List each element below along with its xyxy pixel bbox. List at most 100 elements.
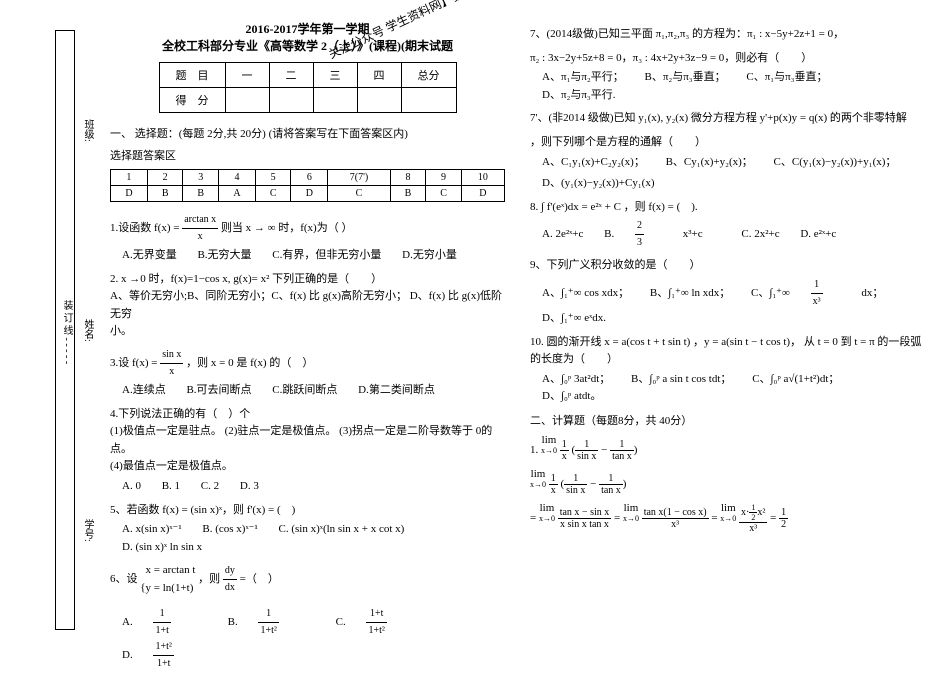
n: 1: [599, 473, 623, 485]
cell: 6: [291, 170, 328, 186]
opt: B. (cos x)ˣ⁻¹: [202, 521, 257, 539]
label: C.: [336, 614, 346, 632]
q9-text: 9、下列广义积分收敛的是（ ）: [530, 257, 925, 275]
tail: dx；: [861, 285, 883, 303]
cell: [313, 88, 357, 113]
q1-text: 1.设函数 f(x) =: [110, 222, 179, 234]
cell: 三: [313, 63, 357, 88]
question-8: 8. ∫ f'(eˣ)dx = e²ˣ + C ，则 f(x) = ( ). A…: [530, 199, 925, 252]
q10-text: 10. 圆的渐开线 x = a(cos t + t sin t) ，y = a(…: [530, 334, 925, 352]
opt: D. 3: [240, 478, 259, 496]
opt: B、Cy₁(x)+y₂(x)；: [666, 154, 753, 172]
opt: A. 0: [122, 478, 141, 496]
cell: C: [255, 186, 291, 202]
cell: B: [390, 186, 426, 202]
n: 1: [258, 606, 278, 623]
d: sin x: [564, 485, 587, 496]
lim-text: lim: [542, 434, 557, 446]
q8-opts: A. 2e²ˣ+c B. 23 x³+c C. 2x²+c D. e²ˣ+c: [542, 218, 925, 251]
opt-d: D. 1+t²1+t: [122, 639, 210, 672]
cell: 得 分: [159, 88, 225, 113]
opt: D、∫₁⁺∞ eˣdx.: [542, 310, 606, 328]
score-row-header: 题 目 一 二 三 四 总分: [159, 63, 456, 88]
cell: 一: [225, 63, 269, 88]
eq: =: [614, 512, 620, 524]
n: tan x − sin x: [558, 507, 612, 519]
eq: =: [711, 512, 717, 524]
opt: A、∫₁⁺∞ cos xdx；: [542, 285, 629, 303]
opt: B.无穷大量: [197, 247, 251, 265]
q1-frac: arctan x x: [182, 212, 218, 245]
cell: 2: [147, 170, 183, 186]
lim-sub: x→0: [623, 514, 639, 523]
section1-title: 一、 选择题：(每题 2分,共 20分) (请将答案写在下面答案区内): [110, 125, 505, 141]
n: tan x(1 − cos x): [642, 507, 709, 519]
cell: [357, 88, 401, 113]
cell: 7(7'): [328, 170, 390, 186]
opt: D. (sin x)ˣ ln sin x: [122, 539, 202, 557]
q7-text: 7、(2014级做)已知三平面 π₁,π₂,π₃ 的方程为：π₁ : x−5y+…: [530, 26, 925, 44]
side-labels: 班级: 姓名: 学号:: [80, 30, 95, 630]
eq: =: [530, 512, 536, 524]
d: sin x: [575, 451, 598, 462]
page-right: 7、(2014级做)已知三平面 π₁,π₂,π₃ 的方程为：π₁ : x−5y+…: [530, 20, 925, 540]
opt: B.可去间断点: [186, 382, 251, 400]
q7-opts: A、π₁与π₂平行； B、π₂与π₃垂直； C、π₁与π₃垂直； D、π₂与π₃…: [542, 69, 925, 104]
opt: B、π₂与π₃垂直；: [644, 69, 725, 87]
q1-opts: A.无界变量 B.无穷大量 C.有界，但非无穷小量 D.无穷小量: [122, 247, 505, 265]
q6-dydx: dy dx: [223, 563, 237, 596]
q6-opts: A. 11+t B. 11+t² C. 1+t1+t² D. 1+t²1+t: [122, 606, 505, 672]
cell: 四: [357, 63, 401, 88]
frac-d: x: [160, 364, 183, 380]
cell: [225, 88, 269, 113]
opt-b: B. 11+t²: [228, 606, 315, 639]
d: tan x: [599, 485, 623, 496]
cell: A: [219, 186, 256, 202]
lim-text: lim: [531, 468, 546, 480]
q3-text: 3.设 f(x) =: [110, 357, 157, 369]
label-name: 姓名:: [80, 319, 95, 342]
q4-opts: A. 0 B. 1 C. 2 D. 3: [122, 478, 505, 496]
d: tan x: [610, 451, 634, 462]
tail: x²: [757, 507, 765, 518]
cell: 5: [255, 170, 291, 186]
question-5: 5、若函数 f(x) = (sin x)ˣ，则 f'(x) = ( ) A. x…: [110, 502, 505, 557]
lim: lim x→0: [530, 468, 546, 489]
cell: D: [111, 186, 148, 202]
cell: 4: [219, 170, 256, 186]
lim: lim x→0: [539, 502, 555, 523]
q7p-opts: A、C₁y₁(x)+C₂y₂(x)； B、Cy₁(x)+y₂(x)； C、C(y…: [542, 154, 925, 172]
q1-tail: 则当 x → ∞ 时，f(x)为（ ）: [221, 222, 353, 234]
q7p-optd: D、(y₁(x)−y₂(x))+Cy₁(x): [542, 175, 925, 193]
cell: B: [147, 186, 183, 202]
q6-text: 6、设: [110, 573, 138, 585]
cell: C: [426, 186, 462, 202]
opt-c: C. 1+t1+t²: [336, 606, 423, 639]
binding-line: 装 订 线 - - - - -: [55, 30, 75, 630]
label-id: 学号:: [80, 519, 95, 542]
cell: [401, 88, 456, 113]
d: 1+t²: [366, 623, 386, 639]
label: C、∫₁⁺∞: [751, 285, 790, 303]
cell: 二: [269, 63, 313, 88]
question-3: 3.设 f(x) = sin x x ，则 x = 0 是 f(x) 的（ ） …: [110, 347, 505, 400]
binding-text: 装 订 线 - - - - -: [61, 300, 72, 364]
question-6: 6、设 { x = arctan t y = ln(1+t) ，则 dy dx …: [110, 562, 505, 671]
cell: [269, 88, 313, 113]
q9-opts: A、∫₁⁺∞ cos xdx； B、∫₁⁺∞ ln xdx； C、∫₁⁺∞ 1x…: [542, 277, 925, 328]
n: 1: [779, 507, 788, 519]
lim: lim x→0: [720, 502, 736, 523]
q5-opts: A. x(sin x)ˣ⁻¹ B. (cos x)ˣ⁻¹ C. (sin x)ˣ…: [122, 521, 505, 556]
opt: D、(y₁(x)−y₂(x))+Cy₁(x): [542, 175, 655, 193]
d: x: [549, 485, 558, 496]
cell: B: [183, 186, 219, 202]
q2-tail: 小。: [110, 323, 505, 341]
q3-tail: ，则 x = 0 是 f(x) 的（ ）: [186, 357, 313, 369]
opt: D.第二类间断点: [358, 382, 435, 400]
q3-frac: sin x x: [160, 347, 183, 380]
question-10: 10. 圆的渐开线 x = a(cos t + t sin t) ，y = a(…: [530, 334, 925, 406]
cell: 8: [390, 170, 426, 186]
sys1: x = arctan t: [146, 562, 196, 580]
tail: x³+c: [683, 226, 703, 244]
n: 1: [575, 439, 598, 451]
